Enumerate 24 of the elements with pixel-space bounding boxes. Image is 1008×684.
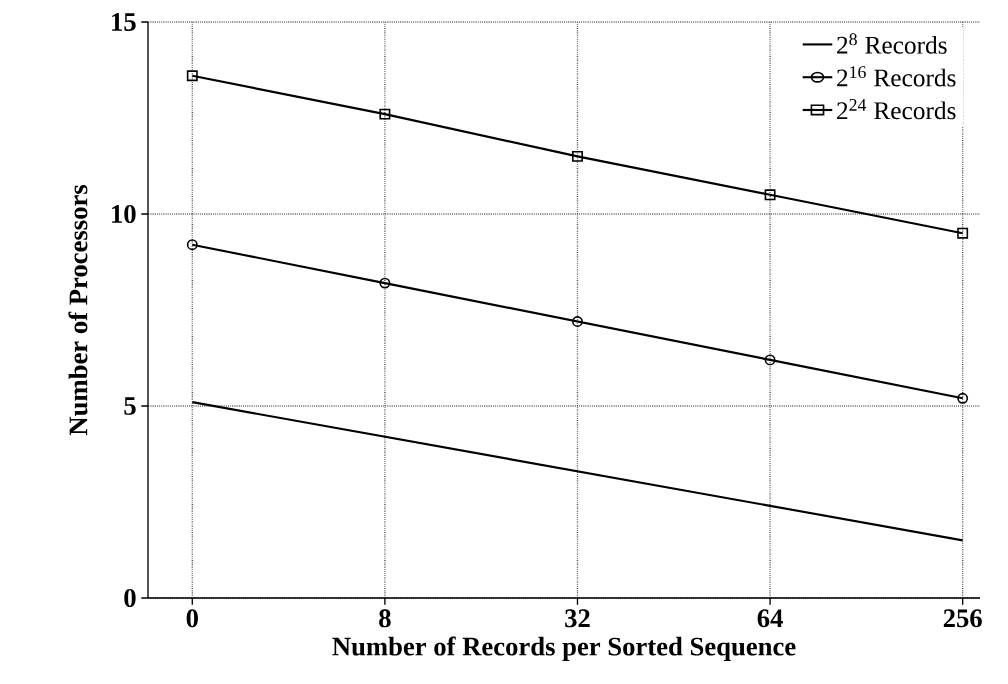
point xyxy=(186,70,198,82)
y-tick-label: 0 xyxy=(124,588,136,607)
point xyxy=(957,227,969,239)
point xyxy=(379,108,391,120)
x-tick-label: 64 xyxy=(757,609,783,628)
point xyxy=(186,239,198,251)
y-tick-label: 15 xyxy=(112,13,136,31)
legend-label: 2$^{16}$ Records xyxy=(837,66,956,87)
legend-label: 2$^{24}$ Records xyxy=(837,98,956,120)
y-axis-title: Number of Processors xyxy=(68,184,88,436)
y-tick-label: 10 xyxy=(112,204,136,223)
point xyxy=(957,392,969,404)
x-tick-label: 256 xyxy=(943,609,982,628)
point xyxy=(572,150,583,162)
y-tick-label: 5 xyxy=(124,397,136,415)
point xyxy=(764,189,776,201)
point xyxy=(764,354,776,366)
x-axis-title: Number of Records per Sorted Sequence xyxy=(332,636,796,661)
x-tick-label: 0 xyxy=(186,609,198,628)
x-tick-label: 32 xyxy=(565,609,590,628)
legend-label: 2$^{8}$ Records xyxy=(837,33,947,54)
point xyxy=(572,316,583,327)
x-tick-label: 8 xyxy=(379,609,391,628)
point xyxy=(379,277,391,289)
